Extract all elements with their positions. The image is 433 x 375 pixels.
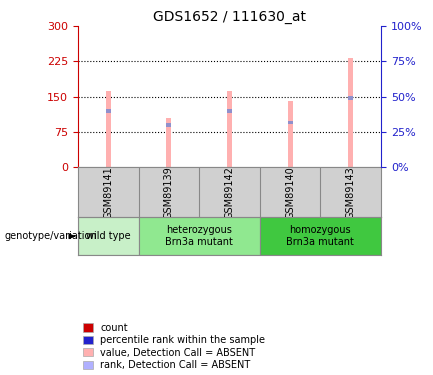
Bar [348, 96, 353, 100]
FancyBboxPatch shape [260, 217, 381, 255]
Text: GSM89139: GSM89139 [164, 166, 174, 219]
Text: heterozygous
Brn3a mutant: heterozygous Brn3a mutant [165, 225, 233, 247]
Bar [106, 109, 111, 112]
Text: GSM89143: GSM89143 [346, 166, 356, 219]
Title: GDS1652 / 111630_at: GDS1652 / 111630_at [153, 10, 306, 24]
Bar [166, 123, 171, 127]
Text: GSM89142: GSM89142 [224, 166, 235, 219]
Bar [288, 121, 293, 124]
Text: wild type: wild type [86, 231, 131, 241]
Text: GSM89141: GSM89141 [103, 166, 113, 219]
Bar [227, 109, 232, 112]
Text: GSM89140: GSM89140 [285, 166, 295, 219]
Text: homozygous
Brn3a mutant: homozygous Brn3a mutant [287, 225, 354, 247]
Bar [166, 118, 171, 167]
Bar [288, 101, 293, 167]
FancyBboxPatch shape [139, 217, 260, 255]
Legend: count, percentile rank within the sample, value, Detection Call = ABSENT, rank, : count, percentile rank within the sample… [83, 323, 265, 370]
FancyBboxPatch shape [78, 217, 139, 255]
Bar [227, 91, 232, 167]
Bar [106, 91, 111, 167]
Bar [348, 58, 353, 167]
Text: genotype/variation: genotype/variation [4, 231, 97, 241]
